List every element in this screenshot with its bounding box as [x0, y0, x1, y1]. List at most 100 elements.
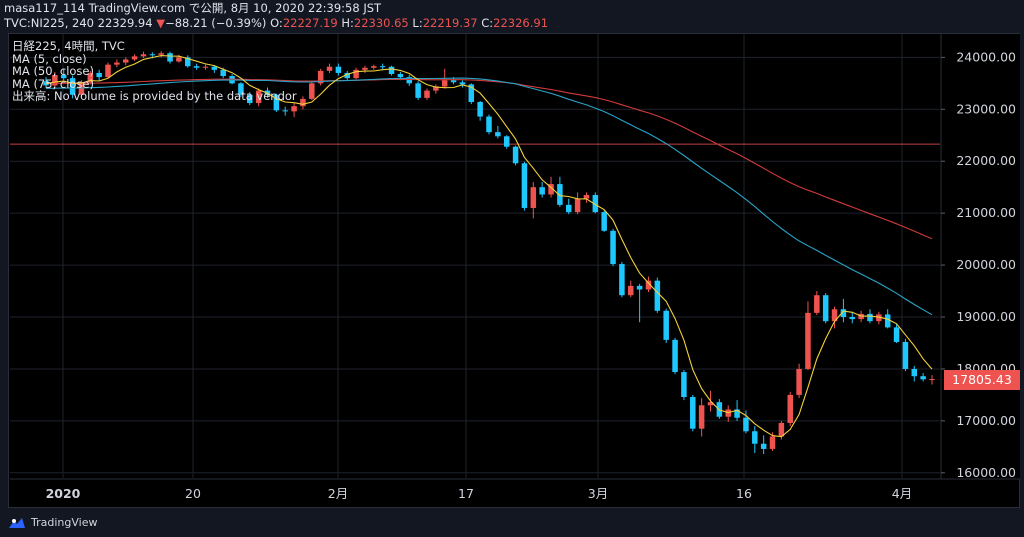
candle-body [920, 376, 926, 380]
candle-down [911, 365, 918, 382]
candle-body [264, 90, 271, 95]
candle-up [362, 65, 368, 73]
symbol-ohlc-line: TVC:NI225, 240 22329.94 ▼−88.21 (−0.39%)… [4, 16, 548, 30]
candle-body [309, 83, 315, 99]
candle-body [743, 417, 749, 432]
candle-body [362, 67, 368, 70]
candle-body [734, 409, 740, 418]
time-tick-label: 4月 [892, 486, 912, 501]
candle-body [344, 72, 350, 79]
price-tick-label: 24000.00 [956, 49, 1016, 64]
candle-down [459, 80, 466, 88]
candle-body [707, 402, 714, 406]
candle-body [628, 285, 634, 296]
candle-body [601, 212, 607, 231]
candle-body [574, 198, 581, 213]
candle-body [805, 312, 811, 369]
candle-up [814, 291, 820, 315]
candle-up [433, 84, 439, 94]
candle-body [654, 280, 661, 311]
candle-down [822, 293, 829, 324]
candle-body [371, 66, 377, 68]
time-tick-label: 3月 [588, 486, 608, 501]
candle-body [450, 80, 457, 83]
time-tick-label: 2月 [328, 486, 348, 501]
candle-body [822, 295, 829, 322]
ma75-line [45, 78, 933, 240]
candle-up [805, 301, 811, 370]
low-label: L: [412, 16, 423, 30]
candle-body [468, 84, 475, 103]
candle-body [929, 379, 935, 381]
candle-body [238, 83, 244, 95]
publisher-info: masa117_114 TradingView.com で公開, 8月 10, … [4, 1, 382, 15]
low-value: 22219.37 [422, 16, 478, 30]
candle-down [539, 182, 545, 198]
candle-down [902, 338, 909, 372]
candle-body [884, 314, 891, 328]
tradingview-brand[interactable]: TradingView [8, 516, 97, 529]
candle-down [610, 228, 616, 267]
candle-body [131, 56, 138, 60]
candle-down [672, 337, 678, 375]
candle-up [353, 67, 359, 80]
candle-down [69, 75, 76, 99]
candle-up [105, 62, 111, 79]
price-axis[interactable]: 24000.00 23000.00 22000.00 21000.00 20000.00… [940, 34, 1020, 480]
moving-averages [45, 55, 933, 438]
candle-down [690, 394, 696, 432]
candle-down [920, 373, 926, 382]
time-tick-label: 17 [458, 486, 474, 501]
candle-body [787, 394, 793, 423]
candle-body [893, 327, 900, 342]
candle-body [149, 54, 156, 56]
candle-up [628, 280, 634, 298]
candle-up [300, 96, 306, 110]
candle-down [840, 298, 847, 323]
time-tick-label: 20 [185, 486, 201, 501]
candle-body [326, 66, 333, 71]
candle-body [760, 443, 767, 449]
candle-down [388, 65, 395, 76]
time-axis[interactable]: 2020 20 2月 17 3月 16 4月 [10, 478, 1020, 501]
time-tick-label: 16 [736, 486, 752, 501]
candle-up [122, 57, 129, 66]
candle-body [521, 163, 528, 208]
candle-down [60, 68, 67, 81]
legend-title: 日経225, 4時間, TVC [12, 39, 125, 53]
candle-body [876, 314, 882, 322]
brand-label: TradingView [31, 516, 98, 529]
candle-body [663, 310, 669, 340]
candle-down [654, 277, 661, 313]
candle-down [716, 399, 723, 419]
candle-body [503, 136, 510, 147]
candle-body [548, 184, 554, 195]
chart-pane[interactable] [8, 33, 1020, 508]
candle-body [415, 83, 421, 98]
candle-down [264, 87, 271, 98]
candle-down [760, 435, 767, 455]
candle-up [158, 51, 164, 58]
candle-body [769, 436, 776, 449]
candle-body [477, 102, 483, 117]
candle-body [397, 73, 404, 78]
candle-down [273, 93, 280, 112]
candle-down [406, 75, 413, 86]
candle-down [96, 69, 102, 81]
time-tick-label: 2020 [46, 486, 81, 501]
candle-body [495, 132, 501, 137]
candle-down [282, 106, 288, 116]
chart-legend: 日経225, 4時間, TVC MA (5, close) MA (50, cl… [12, 40, 297, 103]
candle-up [725, 405, 731, 422]
candle-down [167, 51, 173, 64]
candle-up [317, 68, 324, 86]
candle-body [645, 280, 652, 290]
candle-body [335, 66, 342, 73]
candle-body [202, 66, 209, 68]
candle-body [583, 194, 590, 199]
candle-body [114, 62, 120, 65]
ma50-line [45, 77, 933, 316]
down-arrow-icon: ▼ [156, 16, 166, 30]
candle-up [114, 59, 120, 68]
